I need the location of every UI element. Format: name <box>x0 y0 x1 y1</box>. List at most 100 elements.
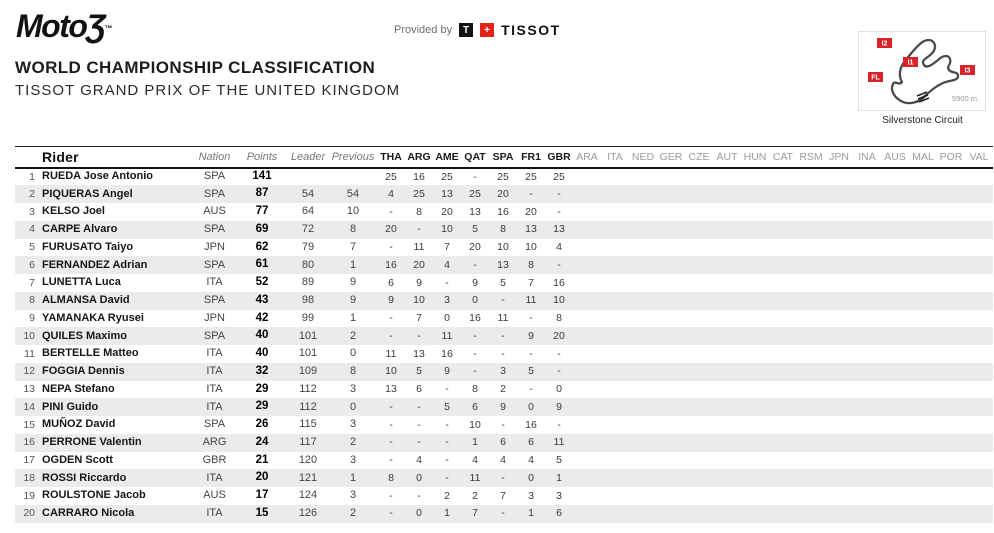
race-empty-cell <box>629 203 657 221</box>
race-empty-cell <box>685 168 713 186</box>
race-result-cell: 1 <box>472 436 478 449</box>
standings-row: 14 PINI Guido ITA 29 112 0 - - 5 6 9 0 9 <box>15 398 993 416</box>
tissot-t-icon: T <box>459 23 474 37</box>
race-result-cell: 4 <box>500 454 506 467</box>
race-result-cell: - <box>445 276 449 289</box>
points-cell: 87 <box>255 187 269 200</box>
race-empty-cell <box>713 381 741 399</box>
nation-cell: GBR <box>202 453 227 466</box>
points-cell: 77 <box>255 205 269 218</box>
race-result-cell: - <box>557 205 561 218</box>
race-result-cell: 13 <box>469 205 481 218</box>
race-result-cell: 9 <box>500 400 506 413</box>
race-result-cell: 6 <box>416 383 422 396</box>
leader-gap-cell: 109 <box>298 365 318 378</box>
race-result-cell: - <box>445 436 449 449</box>
race-empty-cell <box>937 416 965 434</box>
rank-cell: 18 <box>23 471 35 484</box>
race-empty-cell <box>965 203 993 221</box>
race-empty-cell <box>853 221 881 239</box>
nation-cell: AUS <box>203 205 226 218</box>
race-empty-cell <box>937 487 965 505</box>
race-empty-cell <box>741 345 769 363</box>
race-empty-cell <box>965 221 993 239</box>
points-cell: 24 <box>255 435 269 448</box>
nation-cell: SPA <box>203 223 226 236</box>
race-empty-cell <box>769 398 797 416</box>
race-empty-cell <box>881 487 909 505</box>
race-empty-cell <box>573 469 601 487</box>
race-result-cell: 8 <box>416 205 422 218</box>
start-line-icon <box>916 91 930 103</box>
race-result-cell: 9 <box>388 294 394 307</box>
leader-gap-cell: 64 <box>301 205 315 218</box>
race-empty-cell <box>573 239 601 257</box>
race-result-cell: - <box>389 418 393 431</box>
race-empty-cell <box>909 327 937 345</box>
race-empty-cell <box>797 221 825 239</box>
race-empty-cell <box>601 203 629 221</box>
race-empty-cell <box>937 469 965 487</box>
standings-row: 8 ALMANSA David SPA 43 98 9 9 10 3 0 - 11 10 <box>15 291 993 310</box>
race-empty-cell <box>685 363 713 381</box>
race-result-cell: - <box>445 454 449 467</box>
race-header-done: FR1 <box>521 150 541 163</box>
race-result-cell: - <box>473 258 477 271</box>
rider-name-cell: FERNANDEZ Adrian <box>42 258 148 271</box>
race-empty-cell <box>797 434 825 452</box>
race-empty-cell <box>937 292 965 310</box>
race-empty-cell <box>825 221 853 239</box>
finish-line-marker: FL <box>871 75 880 82</box>
race-empty-cell <box>601 274 629 292</box>
race-result-cell: 11 <box>497 312 509 325</box>
leader-gap-cell: 101 <box>298 347 318 360</box>
race-empty-cell <box>601 434 629 452</box>
standings-row: 5 FURUSATO Taiyo JPN 62 79 7 - 11 7 20 10 10 4 <box>15 239 993 257</box>
race-result-cell: 7 <box>416 312 422 325</box>
race-empty-cell <box>825 505 853 523</box>
race-empty-cell <box>573 221 601 239</box>
race-empty-cell <box>685 434 713 452</box>
race-empty-cell <box>573 416 601 434</box>
race-empty-cell <box>881 185 909 203</box>
race-empty-cell <box>965 363 993 381</box>
race-empty-cell <box>685 256 713 274</box>
nation-cell: ITA <box>206 365 223 378</box>
race-empty-cell <box>965 327 993 345</box>
race-empty-cell <box>573 185 601 203</box>
race-empty-cell <box>629 221 657 239</box>
race-empty-cell <box>685 185 713 203</box>
race-result-cell: 5 <box>444 400 450 413</box>
race-empty-cell <box>825 363 853 381</box>
race-empty-cell <box>573 168 601 186</box>
race-result-cell: 4 <box>444 258 450 271</box>
race-empty-cell <box>937 221 965 239</box>
race-empty-cell <box>853 487 881 505</box>
race-empty-cell <box>741 168 769 186</box>
race-result-cell: 4 <box>556 241 562 254</box>
race-result-cell: - <box>557 258 561 271</box>
race-empty-cell <box>825 168 853 186</box>
rider-name-cell: FOGGIA Dennis <box>42 365 125 378</box>
race-empty-cell <box>937 239 965 257</box>
page-title: WORLD CHAMPIONSHIP CLASSIFICATION <box>15 58 376 77</box>
race-empty-cell <box>629 452 657 470</box>
race-empty-cell <box>601 381 629 399</box>
race-empty-cell <box>853 381 881 399</box>
race-result-cell: 8 <box>556 312 562 325</box>
race-empty-cell <box>881 327 909 345</box>
leader-gap-cell: 126 <box>298 507 318 520</box>
race-empty-cell <box>909 292 937 310</box>
race-empty-cell <box>769 274 797 292</box>
nation-cell: AUS <box>203 489 226 502</box>
nation-cell: ITA <box>206 507 223 520</box>
race-empty-cell <box>909 221 937 239</box>
nation-cell: SPA <box>203 258 226 271</box>
race-empty-cell <box>741 505 769 523</box>
race-result-cell: - <box>389 205 393 218</box>
provided-by-label: Provided by <box>394 24 453 36</box>
race-empty-cell <box>965 256 993 274</box>
race-result-cell: - <box>389 489 393 502</box>
race-empty-cell <box>657 363 685 381</box>
race-result-cell: 10 <box>469 418 481 431</box>
